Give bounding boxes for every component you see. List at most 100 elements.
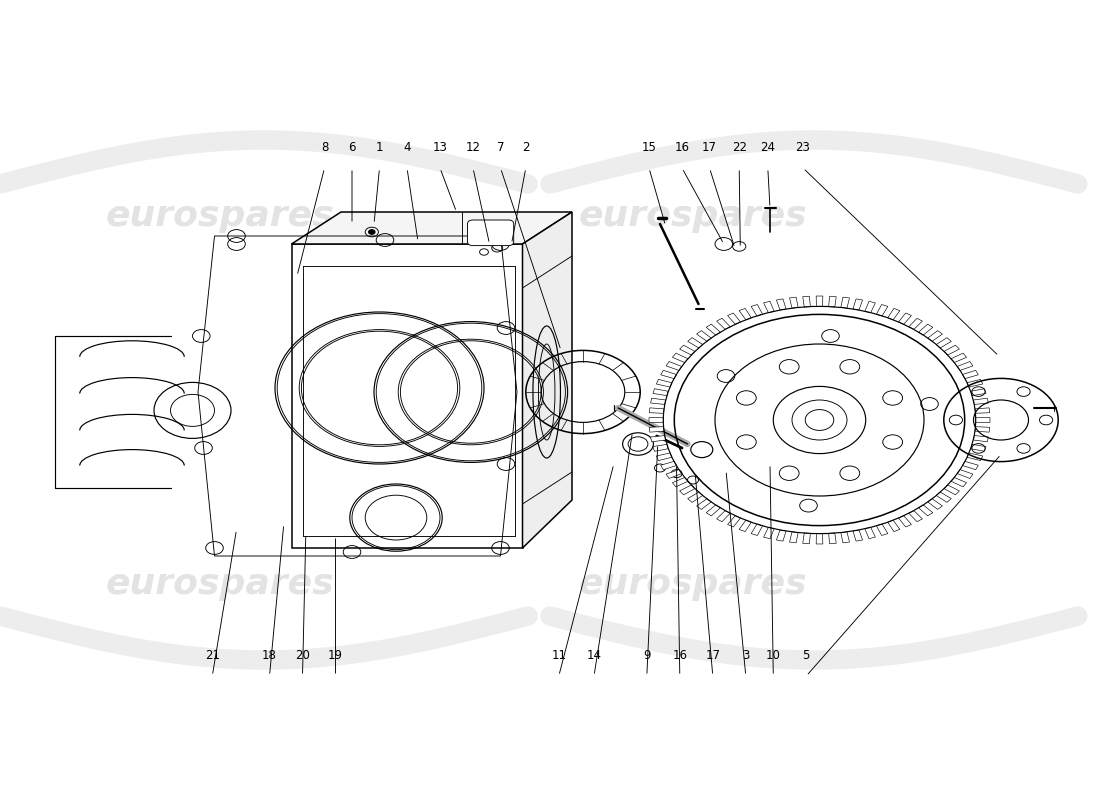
Polygon shape xyxy=(672,478,688,487)
Polygon shape xyxy=(936,338,952,348)
Polygon shape xyxy=(727,516,740,527)
Text: 13: 13 xyxy=(432,141,448,154)
Text: 19: 19 xyxy=(328,649,343,662)
Polygon shape xyxy=(816,296,823,306)
Polygon shape xyxy=(967,379,982,387)
Polygon shape xyxy=(649,408,664,414)
Polygon shape xyxy=(672,353,688,362)
Polygon shape xyxy=(649,418,663,422)
FancyBboxPatch shape xyxy=(468,220,514,246)
Polygon shape xyxy=(667,362,682,370)
Polygon shape xyxy=(952,478,967,487)
Polygon shape xyxy=(667,470,682,478)
Polygon shape xyxy=(962,370,978,378)
Polygon shape xyxy=(763,527,774,538)
Polygon shape xyxy=(680,485,695,495)
Polygon shape xyxy=(739,309,751,320)
Polygon shape xyxy=(650,398,666,405)
Polygon shape xyxy=(657,453,672,461)
Text: 14: 14 xyxy=(586,649,602,662)
Polygon shape xyxy=(944,345,959,355)
Text: 17: 17 xyxy=(705,649,720,662)
Polygon shape xyxy=(650,435,666,442)
Polygon shape xyxy=(974,435,989,442)
Polygon shape xyxy=(852,530,862,541)
Polygon shape xyxy=(292,212,572,244)
Polygon shape xyxy=(777,299,786,310)
Polygon shape xyxy=(927,330,943,342)
Polygon shape xyxy=(688,338,703,348)
Polygon shape xyxy=(751,524,762,535)
Polygon shape xyxy=(952,353,967,362)
Polygon shape xyxy=(706,505,721,516)
Circle shape xyxy=(805,410,834,430)
Polygon shape xyxy=(888,520,900,531)
Polygon shape xyxy=(816,534,823,544)
Polygon shape xyxy=(936,492,952,502)
Polygon shape xyxy=(970,444,986,451)
Text: 10: 10 xyxy=(766,649,781,662)
Polygon shape xyxy=(957,470,972,478)
Text: 18: 18 xyxy=(262,649,277,662)
Polygon shape xyxy=(727,313,740,324)
Polygon shape xyxy=(970,389,986,396)
Text: 8: 8 xyxy=(321,141,328,154)
Polygon shape xyxy=(790,532,799,543)
Text: 21: 21 xyxy=(205,649,220,662)
Polygon shape xyxy=(739,520,751,531)
Polygon shape xyxy=(680,345,695,355)
Polygon shape xyxy=(888,309,900,320)
Text: eurospares: eurospares xyxy=(106,199,334,233)
Polygon shape xyxy=(803,533,811,544)
Polygon shape xyxy=(877,524,888,535)
Polygon shape xyxy=(909,318,923,330)
Text: eurospares: eurospares xyxy=(106,567,334,601)
Polygon shape xyxy=(649,426,664,432)
Polygon shape xyxy=(967,453,982,461)
Polygon shape xyxy=(840,532,849,543)
Text: 12: 12 xyxy=(465,141,481,154)
Text: 22: 22 xyxy=(732,141,747,154)
Text: 3: 3 xyxy=(742,649,749,662)
Polygon shape xyxy=(899,313,912,324)
Circle shape xyxy=(368,230,375,234)
Polygon shape xyxy=(653,444,669,451)
Polygon shape xyxy=(865,302,876,313)
Polygon shape xyxy=(751,305,762,316)
Polygon shape xyxy=(974,398,989,405)
Text: 11: 11 xyxy=(551,649,566,662)
Text: 15: 15 xyxy=(641,141,657,154)
Polygon shape xyxy=(661,370,676,378)
Polygon shape xyxy=(777,530,786,541)
Text: 9: 9 xyxy=(644,649,650,662)
Polygon shape xyxy=(716,510,730,522)
Polygon shape xyxy=(522,212,572,548)
Polygon shape xyxy=(944,485,959,495)
Polygon shape xyxy=(688,492,703,502)
Text: 24: 24 xyxy=(760,141,775,154)
Polygon shape xyxy=(696,498,712,510)
Polygon shape xyxy=(909,510,923,522)
Text: 1: 1 xyxy=(376,141,383,154)
Polygon shape xyxy=(661,462,676,470)
Text: eurospares: eurospares xyxy=(579,199,807,233)
Text: 6: 6 xyxy=(349,141,355,154)
Polygon shape xyxy=(957,362,972,370)
Polygon shape xyxy=(828,533,836,544)
Polygon shape xyxy=(918,505,933,516)
Polygon shape xyxy=(918,324,933,335)
Polygon shape xyxy=(976,418,990,422)
Polygon shape xyxy=(657,379,672,387)
Polygon shape xyxy=(653,389,669,396)
Polygon shape xyxy=(975,426,990,432)
Text: 17: 17 xyxy=(702,141,717,154)
Polygon shape xyxy=(899,516,912,527)
Text: 20: 20 xyxy=(295,649,310,662)
Text: eurospares: eurospares xyxy=(579,567,807,601)
Polygon shape xyxy=(292,244,522,548)
Polygon shape xyxy=(763,302,774,313)
Polygon shape xyxy=(696,330,712,342)
Polygon shape xyxy=(927,498,943,510)
Text: 16: 16 xyxy=(674,141,690,154)
Polygon shape xyxy=(828,296,836,307)
